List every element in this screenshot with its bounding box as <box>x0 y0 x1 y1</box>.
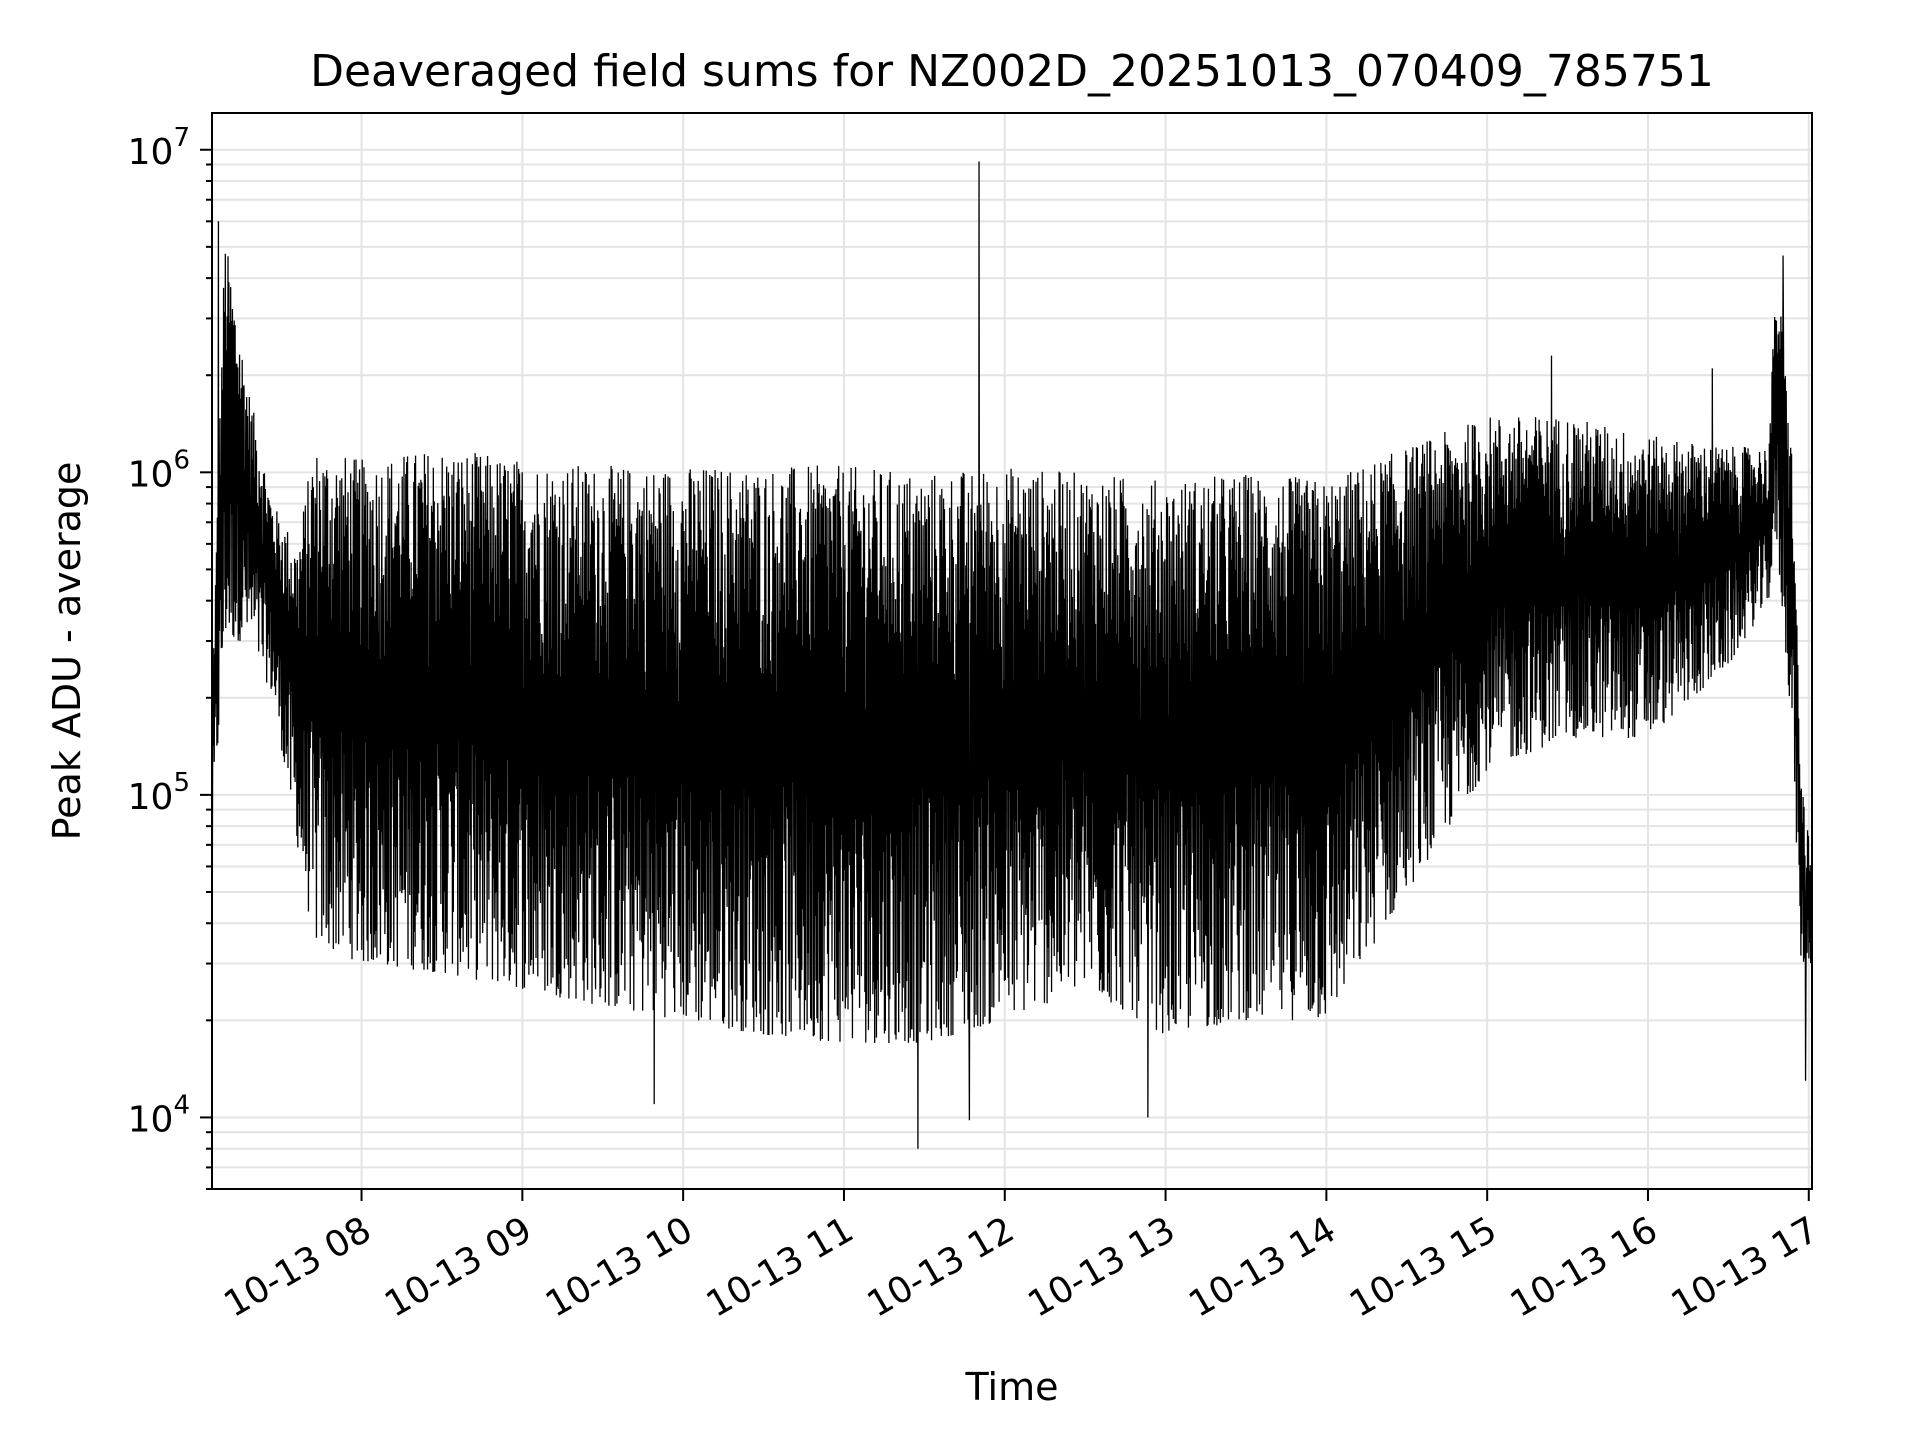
x-tick-label: 10-13 11 <box>700 1209 861 1325</box>
y-tick-label: 107 <box>128 123 190 173</box>
x-axis: 10-13 08 10-13 09 10-13 10 10-13 11 10-13 12… <box>217 1189 1825 1326</box>
x-tick-label: 10-13 16 <box>1504 1209 1665 1325</box>
y-tick-label: 104 <box>128 1090 190 1140</box>
y-axis: 104 105 106 107 <box>128 123 212 1190</box>
plot-frame <box>211 112 1813 1190</box>
x-tick-label: 10-13 13 <box>1021 1209 1182 1325</box>
x-tick-label: 10-13 14 <box>1182 1209 1343 1325</box>
x-tick-label: 10-13 15 <box>1343 1209 1504 1325</box>
series-line <box>212 161 1812 1149</box>
x-tick-label: 10-13 12 <box>861 1209 1022 1325</box>
x-tick-label: 10-13 10 <box>539 1209 700 1325</box>
x-tick-label: 10-13 17 <box>1665 1209 1826 1325</box>
chart-title: Deaveraged field sums for NZ002D_2025101… <box>310 46 1714 97</box>
y-tick-label: 106 <box>128 445 190 495</box>
y-tick-label: 105 <box>128 768 190 818</box>
y-axis-label: Peak ADU - average <box>45 462 89 841</box>
x-tick-label: 10-13 08 <box>217 1209 378 1325</box>
series-path <box>212 161 1812 1149</box>
x-tick-label: 10-13 09 <box>378 1209 539 1325</box>
x-axis-label: Time <box>965 1365 1059 1409</box>
